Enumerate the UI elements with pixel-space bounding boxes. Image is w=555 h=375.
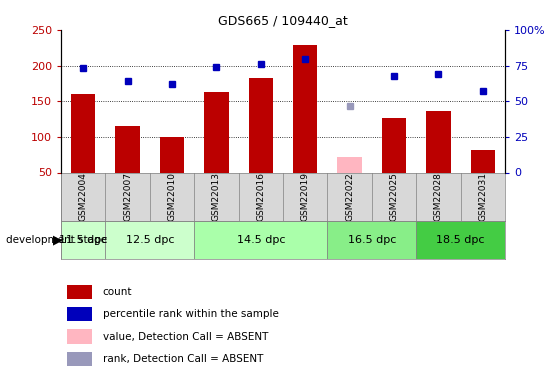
Bar <box>67 352 92 366</box>
Text: GSM22016: GSM22016 <box>256 172 265 221</box>
Text: GSM22007: GSM22007 <box>123 172 132 221</box>
Text: value, Detection Call = ABSENT: value, Detection Call = ABSENT <box>103 332 268 342</box>
Bar <box>382 118 406 172</box>
Text: 14.5 dpc: 14.5 dpc <box>236 235 285 245</box>
Bar <box>194 221 327 259</box>
Text: rank, Detection Call = ABSENT: rank, Detection Call = ABSENT <box>103 354 263 364</box>
Text: GSM22031: GSM22031 <box>478 172 487 221</box>
Bar <box>105 221 194 259</box>
Text: 12.5 dpc: 12.5 dpc <box>125 235 174 245</box>
Bar <box>426 111 451 172</box>
Bar <box>416 221 505 259</box>
Text: GSM22013: GSM22013 <box>212 172 221 221</box>
Bar <box>327 221 416 259</box>
Text: 16.5 dpc: 16.5 dpc <box>347 235 396 245</box>
Bar <box>61 221 105 259</box>
Bar <box>67 285 92 299</box>
Bar <box>67 330 92 344</box>
Title: GDS665 / 109440_at: GDS665 / 109440_at <box>218 15 348 27</box>
Text: 18.5 dpc: 18.5 dpc <box>436 235 485 245</box>
Text: count: count <box>103 287 132 297</box>
Text: percentile rank within the sample: percentile rank within the sample <box>103 309 279 319</box>
Text: 11.5 dpc: 11.5 dpc <box>59 235 108 245</box>
Bar <box>249 78 273 172</box>
Bar <box>67 307 92 321</box>
Bar <box>293 45 317 172</box>
Bar <box>337 157 362 172</box>
Text: GSM22019: GSM22019 <box>301 172 310 221</box>
Bar <box>204 92 229 172</box>
Text: GSM22010: GSM22010 <box>168 172 176 221</box>
Text: GSM22004: GSM22004 <box>79 172 88 221</box>
Text: development stage: development stage <box>6 235 107 245</box>
Text: GSM22028: GSM22028 <box>434 172 443 221</box>
Bar <box>471 150 495 172</box>
Text: GSM22022: GSM22022 <box>345 172 354 221</box>
Bar <box>71 94 95 172</box>
Bar <box>115 126 140 172</box>
Text: GSM22025: GSM22025 <box>390 172 398 221</box>
Bar <box>160 137 184 172</box>
Text: ▶: ▶ <box>53 234 62 246</box>
